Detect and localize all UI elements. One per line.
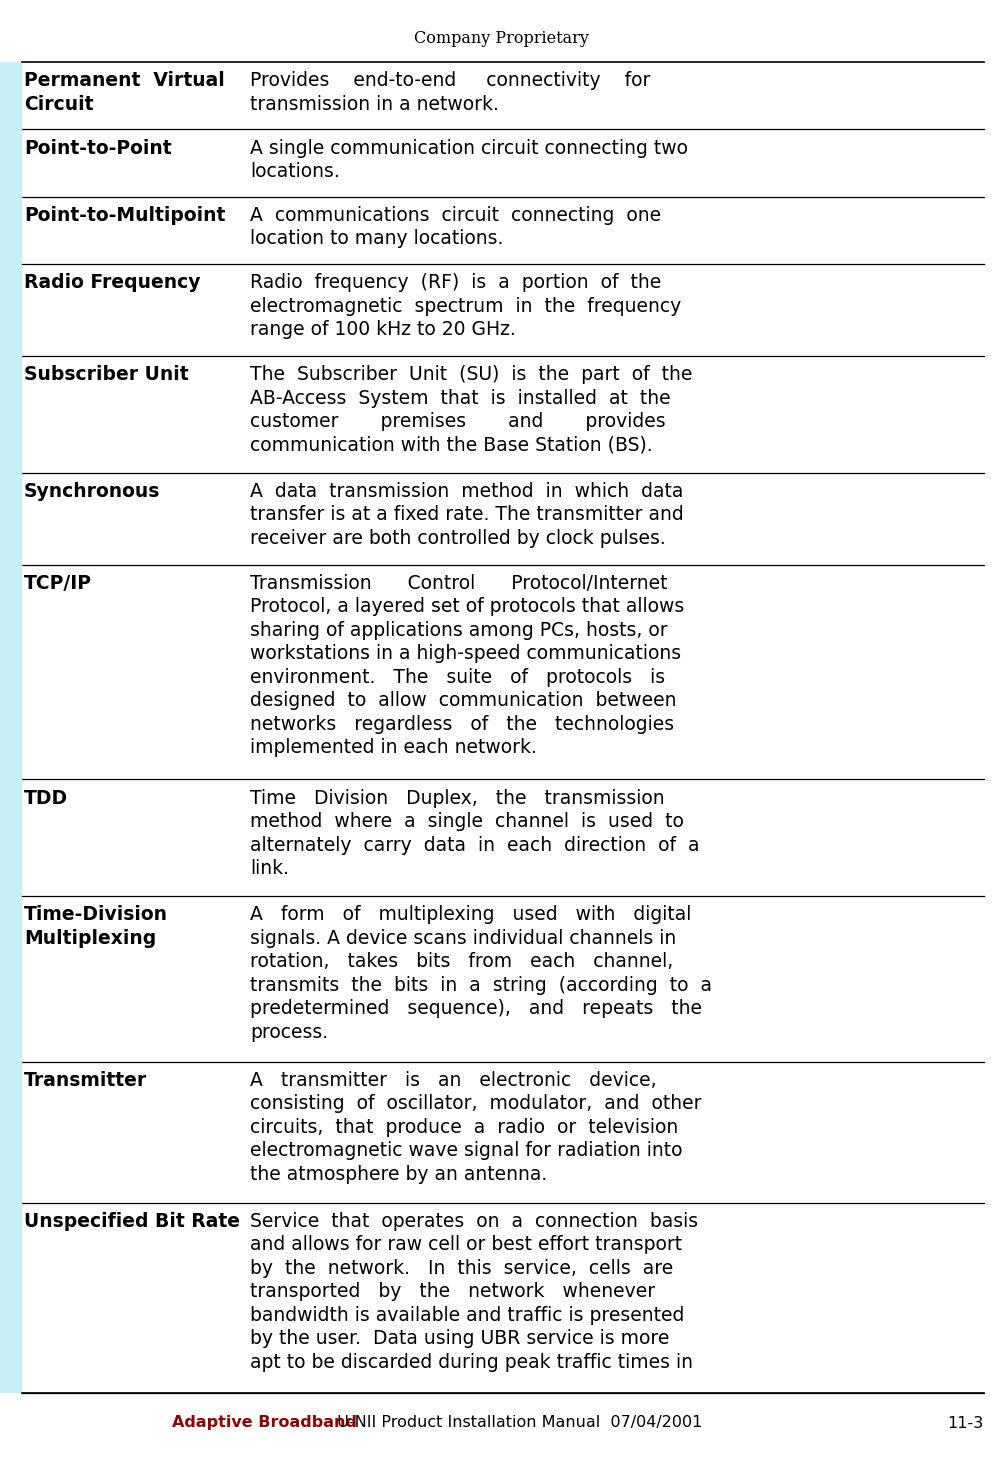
Text: Time-Division
Multiplexing: Time-Division Multiplexing (24, 905, 168, 948)
Text: A  communications  circuit  connecting  one
location to many locations.: A communications circuit connecting one … (250, 207, 661, 249)
Text: TDD: TDD (24, 788, 68, 807)
Text: A   transmitter   is   an   electronic   device,
consisting  of  oscillator,  mo: A transmitter is an electronic device, c… (250, 1071, 701, 1184)
Text: Unspecified Bit Rate: Unspecified Bit Rate (24, 1212, 240, 1231)
Text: U-NII Product Installation Manual  07/04/2001: U-NII Product Installation Manual 07/04/… (327, 1415, 702, 1430)
Text: Point-to-Multipoint: Point-to-Multipoint (24, 207, 225, 226)
Text: TCP/IP: TCP/IP (24, 574, 92, 593)
Text: Transmission      Control      Protocol/Internet
Protocol, a layered set of prot: Transmission Control Protocol/Internet P… (250, 574, 684, 757)
Text: A   form   of   multiplexing   used   with   digital
signals. A device scans ind: A form of multiplexing used with digital… (250, 905, 712, 1042)
Text: Provides    end-to-end     connectivity    for
transmission in a network.: Provides end-to-end connectivity for tra… (250, 72, 650, 114)
Text: Synchronous: Synchronous (24, 482, 160, 501)
Text: A  data  transmission  method  in  which  data
transfer is at a fixed rate. The : A data transmission method in which data… (250, 482, 683, 548)
Text: Company Proprietary: Company Proprietary (414, 29, 588, 47)
Text: 11-3: 11-3 (948, 1415, 984, 1430)
Text: Radio  frequency  (RF)  is  a  portion  of  the
electromagnetic  spectrum  in  t: Radio frequency (RF) is a portion of the… (250, 274, 681, 340)
Text: Permanent  Virtual
Circuit: Permanent Virtual Circuit (24, 72, 224, 114)
Text: Transmitter: Transmitter (24, 1071, 147, 1090)
Text: The  Subscriber  Unit  (SU)  is  the  part  of  the
AB-Access  System  that  is : The Subscriber Unit (SU) is the part of … (250, 365, 692, 454)
Text: Radio Frequency: Radio Frequency (24, 274, 200, 293)
Text: Subscriber Unit: Subscriber Unit (24, 365, 188, 384)
Text: Adaptive Broadband: Adaptive Broadband (172, 1415, 357, 1430)
Bar (0, 62, 22, 1393)
Text: Point-to-Point: Point-to-Point (24, 139, 171, 158)
Text: Time   Division   Duplex,   the   transmission
method  where  a  single  channel: Time Division Duplex, the transmission m… (250, 788, 699, 878)
Text: Service  that  operates  on  a  connection  basis
and allows for raw cell or bes: Service that operates on a connection ba… (250, 1212, 698, 1371)
Text: A single communication circuit connecting two
locations.: A single communication circuit connectin… (250, 139, 688, 182)
